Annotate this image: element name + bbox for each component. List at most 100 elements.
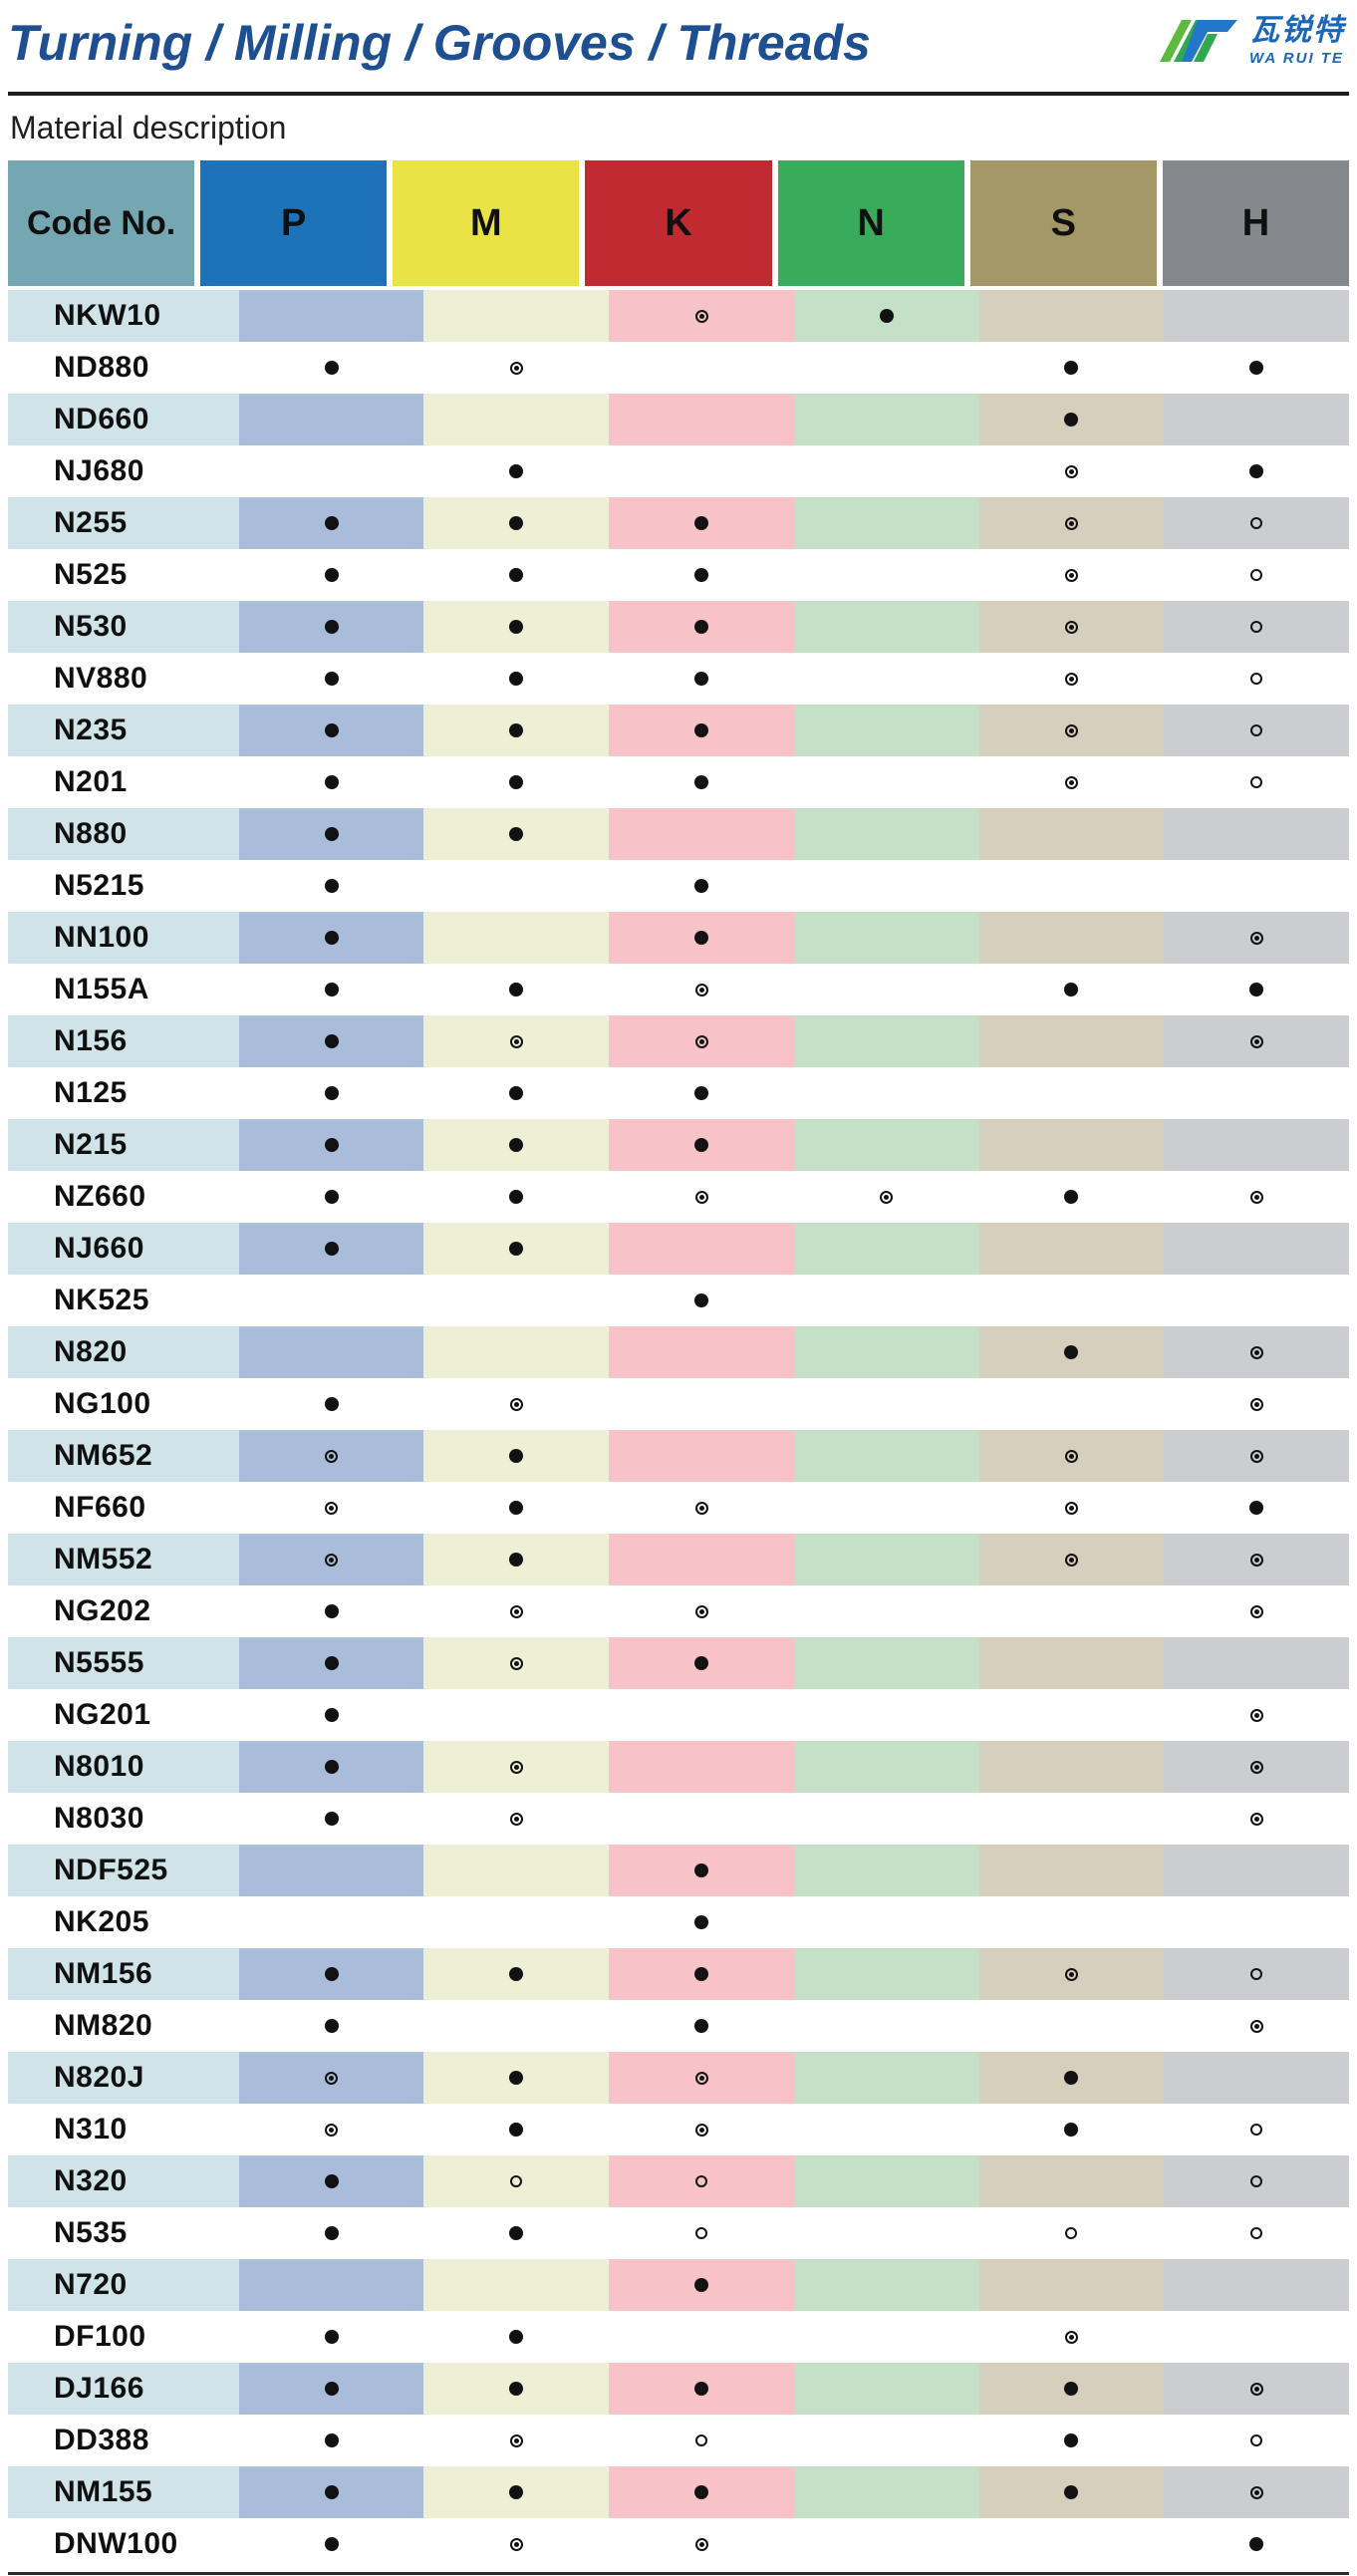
grade-cell-h — [1164, 808, 1350, 860]
grade-cell-s — [978, 808, 1165, 860]
grade-cell-n — [793, 2466, 979, 2518]
grade-cell-s — [978, 1637, 1165, 1689]
grade-cell-h — [1164, 653, 1350, 705]
grade-cell-p — [238, 2000, 424, 2052]
column-header-n: N — [774, 160, 967, 286]
grade-cell-k — [609, 2052, 794, 2104]
double-circle-icon — [1064, 568, 1078, 582]
grade-cell-m — [423, 2363, 610, 2415]
grade-cell-h — [1164, 2518, 1350, 2570]
filled-circle-icon — [1064, 2071, 1079, 2085]
code-cell: N320 — [8, 2155, 239, 2207]
grade-cell-n — [793, 808, 979, 860]
grade-cell-s — [978, 860, 1165, 912]
code-cell: NDF525 — [8, 1845, 239, 1896]
grade-cell-n — [793, 1378, 979, 1430]
grade-cell-s — [978, 1793, 1165, 1845]
code-cell: N5555 — [8, 1637, 239, 1689]
grade-cell-m — [423, 2052, 610, 2104]
grade-cell-h — [1164, 290, 1350, 342]
grade-cell-m — [423, 2207, 610, 2259]
table-row-nd880: ND880 — [8, 342, 1350, 394]
grade-cell-k — [609, 1689, 794, 1741]
grade-cell-s — [978, 1275, 1165, 1326]
grade-cell-p — [238, 1585, 424, 1637]
grade-cell-m — [423, 1689, 610, 1741]
table-row-n235: N235 — [8, 705, 1350, 756]
grade-cell-k — [609, 964, 794, 1015]
table-row-n530: N530 — [8, 601, 1350, 653]
grade-cell-p — [238, 1741, 424, 1793]
filled-circle-icon — [694, 516, 709, 530]
filled-circle-icon — [694, 672, 709, 686]
grade-cell-p — [238, 549, 424, 601]
filled-circle-icon — [324, 568, 339, 582]
grade-cell-k — [609, 601, 794, 653]
table-bottom-rule — [8, 2572, 1349, 2575]
grade-cell-k — [609, 394, 794, 445]
grade-cell-k — [609, 1223, 794, 1275]
code-cell: NK205 — [8, 1896, 239, 1948]
grade-cell-m — [423, 1948, 610, 2000]
filled-circle-icon — [509, 1190, 524, 1204]
table-body: NKW10 ND880 ND660 NJ680 N255 N525 N530 NV880 N23… — [8, 290, 1350, 2570]
filled-circle-icon — [324, 2174, 339, 2188]
double-circle-icon — [1249, 1034, 1263, 1048]
grade-cell-p — [238, 1948, 424, 2000]
grade-cell-s — [978, 1223, 1165, 1275]
grade-cell-p — [238, 1275, 424, 1326]
code-cell: N535 — [8, 2207, 239, 2259]
grade-cell-h — [1164, 1378, 1350, 1430]
filled-circle-icon — [1064, 361, 1079, 375]
filled-circle-icon — [509, 1553, 524, 1567]
code-cell: NM652 — [8, 1430, 239, 1482]
code-cell: N5215 — [8, 860, 239, 912]
double-circle-icon — [1249, 1760, 1263, 1774]
grade-cell-n — [793, 912, 979, 964]
grade-cell-p — [238, 2518, 424, 2570]
double-circle-icon — [694, 1501, 708, 1515]
grade-cell-s — [978, 653, 1165, 705]
grade-cell-p — [238, 808, 424, 860]
filled-circle-icon — [324, 2226, 339, 2240]
grade-cell-s — [978, 2104, 1165, 2155]
grade-cell-n — [793, 2259, 979, 2311]
open-circle-icon — [1250, 569, 1263, 581]
grade-cell-h — [1164, 549, 1350, 601]
filled-circle-icon — [694, 620, 709, 634]
grade-cell-s — [978, 912, 1165, 964]
table-row-nk525: NK525 — [8, 1275, 1350, 1326]
grade-cell-n — [793, 549, 979, 601]
grade-cell-m — [423, 653, 610, 705]
grade-cell-m — [423, 860, 610, 912]
grade-cell-k — [609, 2311, 794, 2363]
code-cell: NM552 — [8, 1534, 239, 1585]
table-row-nj660: NJ660 — [8, 1223, 1350, 1275]
grade-cell-p — [238, 1067, 424, 1119]
filled-circle-icon — [324, 1397, 339, 1411]
grade-cell-h — [1164, 2000, 1350, 2052]
grade-cell-n — [793, 653, 979, 705]
grade-cell-s — [978, 394, 1165, 445]
filled-circle-icon — [1249, 464, 1264, 478]
code-cell: NV880 — [8, 653, 239, 705]
grade-cell-s — [978, 1534, 1165, 1585]
filled-circle-icon — [694, 775, 709, 789]
table-row-nkw10: NKW10 — [8, 290, 1350, 342]
grade-cell-p — [238, 2311, 424, 2363]
table-row-nm156: NM156 — [8, 1948, 1350, 2000]
filled-circle-icon — [509, 827, 524, 841]
grade-cell-k — [609, 549, 794, 601]
grade-cell-p — [238, 2104, 424, 2155]
grade-cell-s — [978, 1948, 1165, 2000]
grade-cell-s — [978, 2415, 1165, 2466]
grade-cell-n — [793, 394, 979, 445]
grade-cell-k — [609, 2363, 794, 2415]
grade-cell-p — [238, 2052, 424, 2104]
divider-rule — [8, 92, 1349, 96]
filled-circle-icon — [509, 672, 524, 686]
code-cell: NKW10 — [8, 290, 239, 342]
open-circle-icon — [1250, 2227, 1263, 2239]
double-circle-icon — [694, 983, 708, 997]
grade-cell-m — [423, 808, 610, 860]
